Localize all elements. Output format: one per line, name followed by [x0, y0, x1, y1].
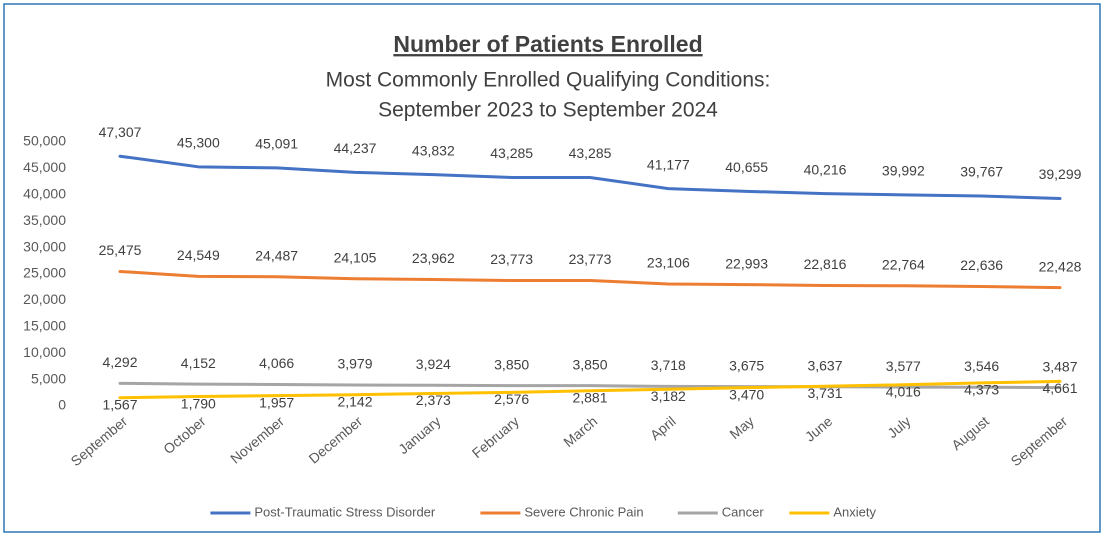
chart-border [3, 3, 1101, 533]
data-label: 24,105 [334, 249, 377, 265]
data-label: 3,731 [807, 385, 842, 401]
data-label: 3,718 [651, 357, 686, 373]
y-tick-label: 35,000 [23, 212, 66, 228]
y-tick-label: 5,000 [31, 370, 66, 386]
data-label: 47,307 [99, 124, 142, 140]
series-line [118, 381, 1062, 390]
data-label: 4,292 [102, 354, 137, 370]
data-label: 22,636 [960, 257, 1003, 273]
data-label: 2,142 [337, 393, 372, 409]
data-label: 3,577 [886, 358, 921, 374]
data-label: 43,285 [569, 145, 612, 161]
data-label: 43,285 [490, 145, 533, 161]
legend-label: Post-Traumatic Stress Disorder [254, 504, 436, 519]
series-line [118, 379, 1062, 400]
y-tick-label: 25,000 [23, 265, 66, 281]
data-label: 2,373 [416, 392, 451, 408]
data-label: 23,106 [647, 255, 690, 271]
data-label: 22,764 [882, 257, 925, 273]
data-label: 39,767 [960, 164, 1003, 180]
data-label: 3,182 [651, 388, 686, 404]
y-tick-label: 10,000 [23, 344, 66, 360]
data-label: 3,850 [572, 356, 607, 372]
data-label: 24,549 [177, 247, 220, 263]
data-label: 22,816 [804, 256, 847, 272]
data-label: 23,773 [569, 251, 612, 267]
chart-subtitle: September 2023 to September 2024 [378, 99, 718, 122]
data-label: 24,487 [255, 247, 298, 263]
data-label: 3,470 [729, 386, 764, 402]
data-label: 23,773 [490, 251, 533, 267]
data-label: 4,016 [886, 383, 921, 399]
y-tick-label: 45,000 [23, 159, 66, 175]
series-line [118, 269, 1062, 290]
data-label: 25,475 [99, 242, 142, 258]
series-line [118, 154, 1062, 201]
y-tick-label: 20,000 [23, 291, 66, 307]
legend-label: Anxiety [833, 504, 876, 519]
data-label: 45,091 [255, 136, 298, 152]
data-label: 45,300 [177, 135, 220, 151]
legend-label: Severe Chronic Pain [524, 504, 643, 519]
legend-label: Cancer [722, 504, 765, 519]
data-label: 43,832 [412, 142, 455, 158]
data-label: 1,957 [259, 394, 294, 410]
data-label: 44,237 [334, 140, 377, 156]
data-label: 40,655 [725, 159, 768, 175]
chart-subtitle: Most Commonly Enrolled Qualifying Condit… [326, 69, 771, 92]
chart-title: Number of Patients Enrolled [393, 31, 702, 57]
y-tick-label: 0 [58, 397, 66, 413]
data-label: 23,962 [412, 250, 455, 266]
data-label: 3,487 [1042, 358, 1077, 374]
data-label: 3,924 [416, 356, 451, 372]
data-label: 4,661 [1042, 380, 1077, 396]
data-label: 41,177 [647, 156, 690, 172]
data-label: 3,637 [807, 357, 842, 373]
y-tick-label: 40,000 [23, 186, 66, 202]
data-label: 22,428 [1039, 258, 1082, 274]
data-label: 1,567 [102, 396, 137, 412]
data-label: 22,993 [725, 255, 768, 271]
y-tick-label: 30,000 [23, 238, 66, 254]
data-label: 3,850 [494, 356, 529, 372]
data-label: 40,216 [804, 161, 847, 177]
data-label: 4,373 [964, 382, 999, 398]
data-label: 2,576 [494, 391, 529, 407]
data-label: 2,881 [572, 389, 607, 405]
y-tick-label: 15,000 [23, 318, 66, 334]
y-tick-label: 50,000 [23, 133, 66, 149]
data-label: 3,675 [729, 357, 764, 373]
data-label: 4,152 [181, 355, 216, 371]
data-label: 39,992 [882, 163, 925, 179]
data-label: 4,066 [259, 355, 294, 371]
data-label: 3,979 [337, 356, 372, 372]
data-label: 3,546 [964, 358, 999, 374]
data-label: 1,790 [181, 395, 216, 411]
data-label: 39,299 [1039, 166, 1082, 182]
